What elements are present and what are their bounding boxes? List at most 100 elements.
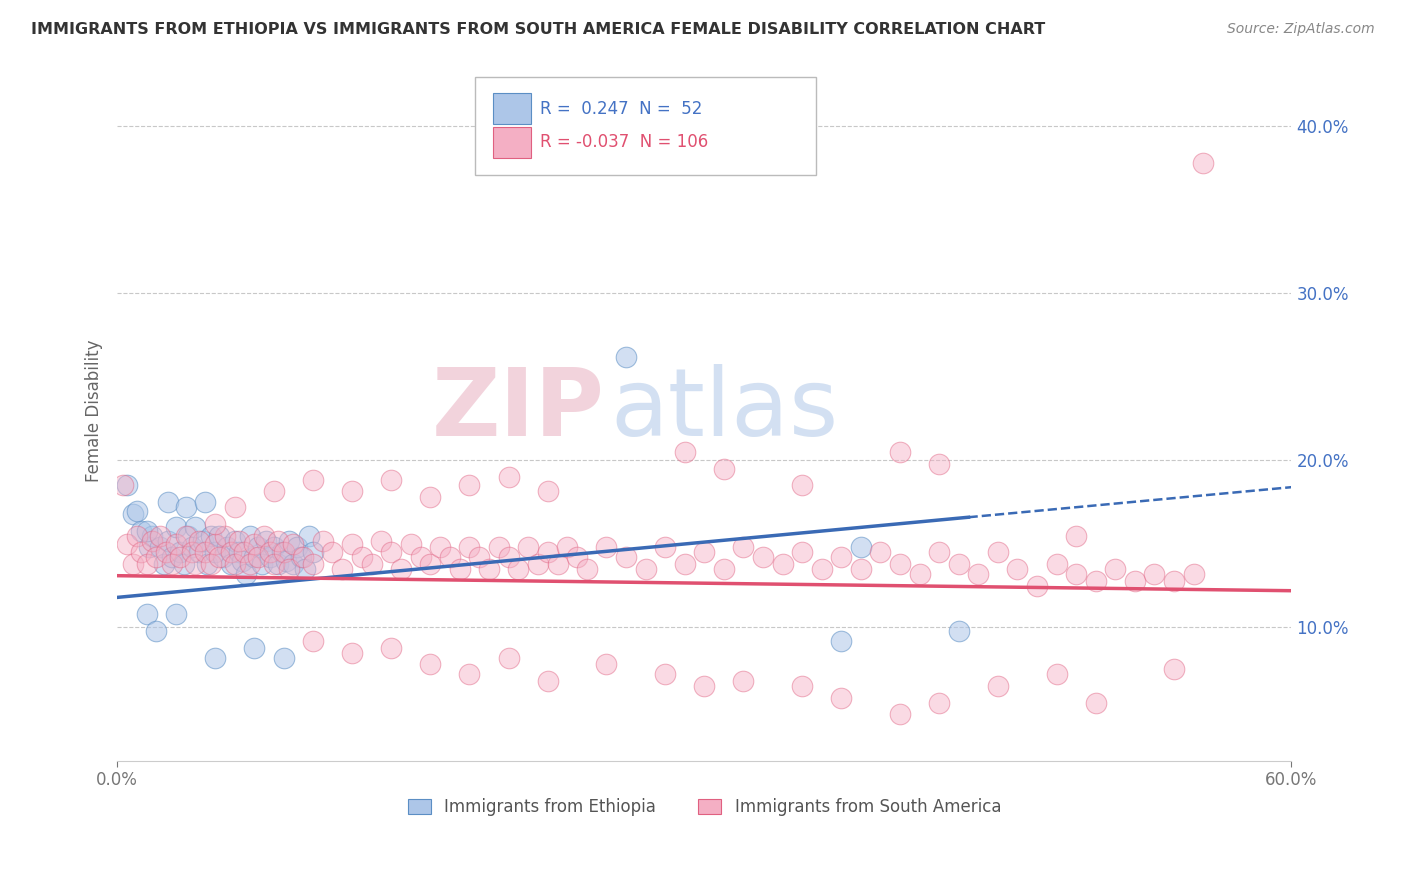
Point xyxy=(330,562,353,576)
Point xyxy=(174,528,197,542)
Point xyxy=(283,537,305,551)
Point xyxy=(231,554,253,568)
Point xyxy=(419,490,441,504)
Point xyxy=(429,541,451,555)
Point xyxy=(224,557,246,571)
Point xyxy=(889,707,911,722)
Point xyxy=(129,545,152,559)
Point xyxy=(312,533,335,548)
Point xyxy=(239,528,262,542)
Point xyxy=(928,457,950,471)
Point xyxy=(634,562,657,576)
Point xyxy=(1084,574,1107,588)
Point xyxy=(180,545,202,559)
Point xyxy=(1104,562,1126,576)
Point xyxy=(160,557,183,571)
Point xyxy=(928,545,950,559)
Point xyxy=(169,545,191,559)
Point xyxy=(537,673,560,688)
Point xyxy=(145,624,167,638)
Point xyxy=(125,528,148,542)
Point xyxy=(141,528,163,542)
Point xyxy=(204,516,226,531)
Point xyxy=(165,607,187,621)
Point xyxy=(195,557,218,571)
FancyBboxPatch shape xyxy=(494,94,530,124)
Point xyxy=(360,557,382,571)
Point xyxy=(908,567,931,582)
Point xyxy=(614,350,637,364)
Point xyxy=(188,545,211,559)
Y-axis label: Female Disability: Female Disability xyxy=(86,339,103,482)
Point xyxy=(138,541,160,555)
Point xyxy=(194,545,217,559)
Point xyxy=(1064,567,1087,582)
Point xyxy=(290,550,312,565)
Point xyxy=(547,557,569,571)
Point xyxy=(673,557,696,571)
Point xyxy=(228,545,250,559)
Point xyxy=(208,550,231,565)
Point xyxy=(173,557,195,571)
Point xyxy=(614,550,637,565)
Point xyxy=(135,607,157,621)
Point xyxy=(458,478,481,492)
Point xyxy=(188,533,211,548)
Point xyxy=(772,557,794,571)
Point xyxy=(1163,574,1185,588)
Point xyxy=(458,541,481,555)
Point xyxy=(575,562,598,576)
Point xyxy=(247,541,270,555)
Point xyxy=(1182,567,1205,582)
Point xyxy=(409,550,432,565)
Point xyxy=(340,537,363,551)
Point xyxy=(194,495,217,509)
Point xyxy=(273,650,295,665)
Point xyxy=(208,528,231,542)
Point xyxy=(733,541,755,555)
Text: ZIP: ZIP xyxy=(432,364,605,457)
Point xyxy=(153,557,176,571)
Point xyxy=(380,640,402,655)
Point xyxy=(419,657,441,672)
Point xyxy=(298,528,321,542)
Point xyxy=(595,657,617,672)
Point xyxy=(273,545,295,559)
Point xyxy=(948,557,970,571)
Point xyxy=(399,537,422,551)
Point xyxy=(537,483,560,498)
Point xyxy=(235,567,257,582)
Point xyxy=(1026,579,1049,593)
Point xyxy=(792,478,814,492)
Point xyxy=(193,533,215,548)
Point xyxy=(212,550,235,565)
Point xyxy=(380,474,402,488)
Text: R =  0.247  N =  52: R = 0.247 N = 52 xyxy=(540,100,703,118)
Point xyxy=(219,545,242,559)
Point xyxy=(184,557,207,571)
Point xyxy=(149,528,172,542)
Point xyxy=(693,679,716,693)
Text: R = -0.037  N = 106: R = -0.037 N = 106 xyxy=(540,134,709,152)
Point xyxy=(1045,667,1067,681)
Text: atlas: atlas xyxy=(610,364,838,457)
Point xyxy=(350,550,373,565)
Point xyxy=(247,550,270,565)
Point xyxy=(115,537,138,551)
Point xyxy=(565,550,588,565)
Point xyxy=(266,533,288,548)
Text: Source: ZipAtlas.com: Source: ZipAtlas.com xyxy=(1227,22,1375,37)
Point xyxy=(419,557,441,571)
Point xyxy=(270,545,292,559)
Point xyxy=(259,545,281,559)
Point xyxy=(468,550,491,565)
Point xyxy=(987,679,1010,693)
Point xyxy=(215,541,238,555)
Point xyxy=(488,541,510,555)
Point xyxy=(537,545,560,559)
Point xyxy=(292,550,315,565)
Point xyxy=(228,533,250,548)
Point xyxy=(224,500,246,515)
Point xyxy=(204,537,226,551)
Point xyxy=(115,478,138,492)
